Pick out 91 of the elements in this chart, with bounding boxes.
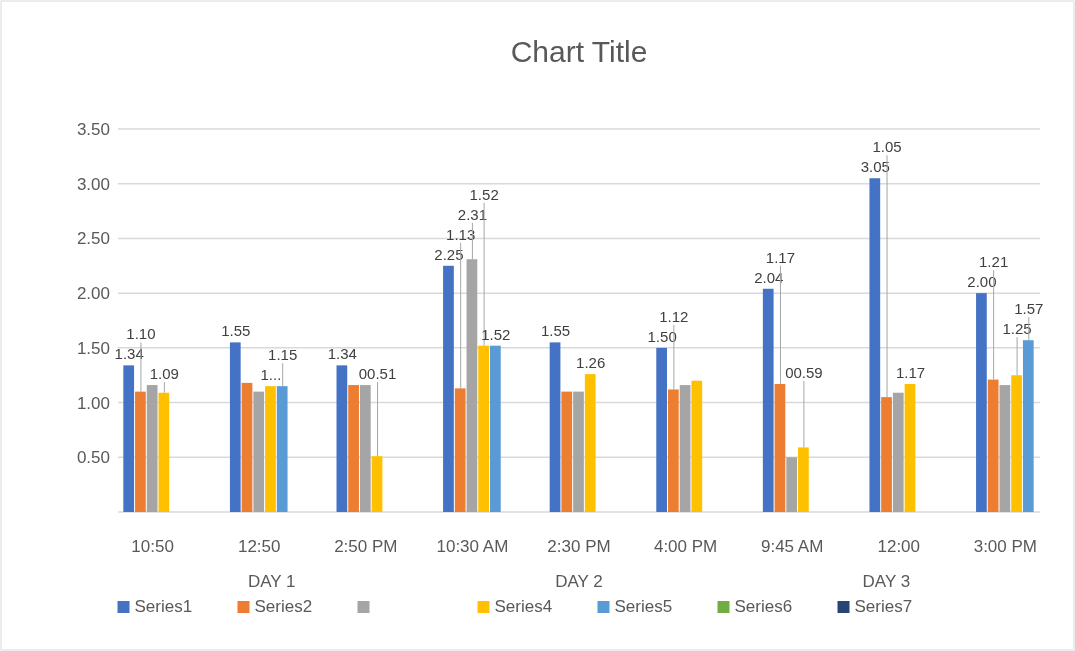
x-tick-label: 12:00	[877, 537, 921, 556]
data-label: 1.17	[895, 363, 926, 381]
legend-label: Series4	[494, 597, 553, 616]
bar	[443, 265, 454, 512]
bar	[253, 391, 265, 512]
bar	[276, 386, 288, 512]
bar	[1011, 375, 1022, 512]
bar	[241, 382, 253, 512]
y-tick-label: 3.00	[76, 174, 110, 194]
data-label: 1.50	[647, 327, 677, 345]
bar	[881, 397, 892, 512]
bar	[454, 388, 466, 512]
bar	[359, 385, 371, 512]
bar	[999, 385, 1011, 512]
legend-label: Series2	[254, 597, 313, 616]
bar	[786, 457, 798, 512]
y-tick-label: 0.50	[76, 448, 110, 468]
bar	[158, 392, 170, 512]
legend-label: Series7	[854, 597, 913, 616]
data-label: 1.52	[469, 185, 499, 203]
data-label: 1.55	[221, 322, 251, 340]
x-tick-label: 2:50 PM	[334, 537, 398, 556]
bar	[135, 391, 146, 512]
x-tick-label: 12:50	[237, 537, 281, 556]
bar	[976, 293, 987, 512]
data-label: 1.34	[114, 345, 144, 363]
bar	[478, 345, 489, 512]
x-tick-label: 10:30 AM	[436, 537, 509, 556]
data-label: 1.09	[149, 365, 179, 383]
data-label: 2.25	[434, 245, 464, 263]
bar	[265, 386, 276, 512]
bar	[798, 447, 809, 512]
x-tick-label: 10:50	[131, 537, 174, 556]
bar	[679, 385, 691, 512]
data-label: 1.17	[765, 248, 796, 266]
bar	[123, 365, 135, 512]
bar	[892, 392, 904, 512]
bar	[229, 342, 241, 512]
bar	[762, 288, 774, 512]
bar	[987, 379, 999, 512]
chart-title: Chart Title	[510, 35, 648, 68]
bar	[584, 374, 596, 512]
data-label: 1.10	[126, 325, 156, 343]
data-label: 3.05	[860, 158, 890, 176]
y-tick-label: 1.00	[76, 393, 110, 413]
bar	[904, 383, 916, 512]
data-label: 1.25	[1002, 320, 1032, 338]
data-label: 1.26	[576, 354, 606, 372]
y-tick-label: 2.50	[76, 229, 110, 249]
y-tick-label: 1.50	[76, 338, 110, 358]
bar	[146, 385, 158, 512]
bar	[1022, 340, 1034, 512]
text: DAY 1	[247, 572, 296, 591]
bar	[336, 365, 348, 512]
text: DAY 2	[555, 572, 603, 591]
legend-label: Series6	[734, 597, 793, 616]
bar	[561, 391, 573, 512]
bar	[869, 178, 881, 512]
data-label: 1.05	[872, 138, 902, 156]
data-label: 00.51	[358, 365, 397, 383]
bar	[656, 347, 667, 512]
data-label: 1.15	[268, 346, 298, 364]
data-label: 1.52	[481, 325, 511, 343]
data-label: 1.21	[979, 253, 1009, 271]
bar	[691, 380, 703, 512]
data-label: 1.57	[1014, 300, 1044, 318]
x-tick-label: 3:00 PM	[973, 537, 1038, 556]
data-label: 2.04	[754, 268, 784, 286]
x-tick-label: 9:45 AM	[760, 537, 824, 556]
bar	[549, 342, 561, 512]
bar	[668, 389, 679, 512]
legend-label: Series1	[134, 597, 193, 616]
x-tick-label: 4:00 PM	[653, 537, 718, 556]
data-label: 2.31	[457, 205, 488, 223]
bar	[490, 345, 501, 512]
data-label: 1.55	[540, 322, 571, 340]
legend-label: Series5	[614, 597, 673, 616]
data-label: 00.59	[785, 363, 823, 381]
bar	[573, 391, 584, 512]
data-label: 2.00	[967, 273, 997, 291]
bar	[371, 456, 383, 512]
data-label: 1.34	[327, 345, 357, 363]
x-tick-label: 2:30 PM	[547, 537, 611, 556]
y-tick-label: 3.50	[76, 119, 110, 139]
data-label: 1...	[260, 366, 282, 384]
bar	[348, 385, 359, 512]
data-label: 1.13	[446, 225, 476, 243]
data-label: 1.12	[659, 307, 689, 325]
bar	[774, 383, 786, 512]
text: DAY 3	[862, 572, 911, 591]
y-tick-label: 2.00	[76, 284, 110, 304]
